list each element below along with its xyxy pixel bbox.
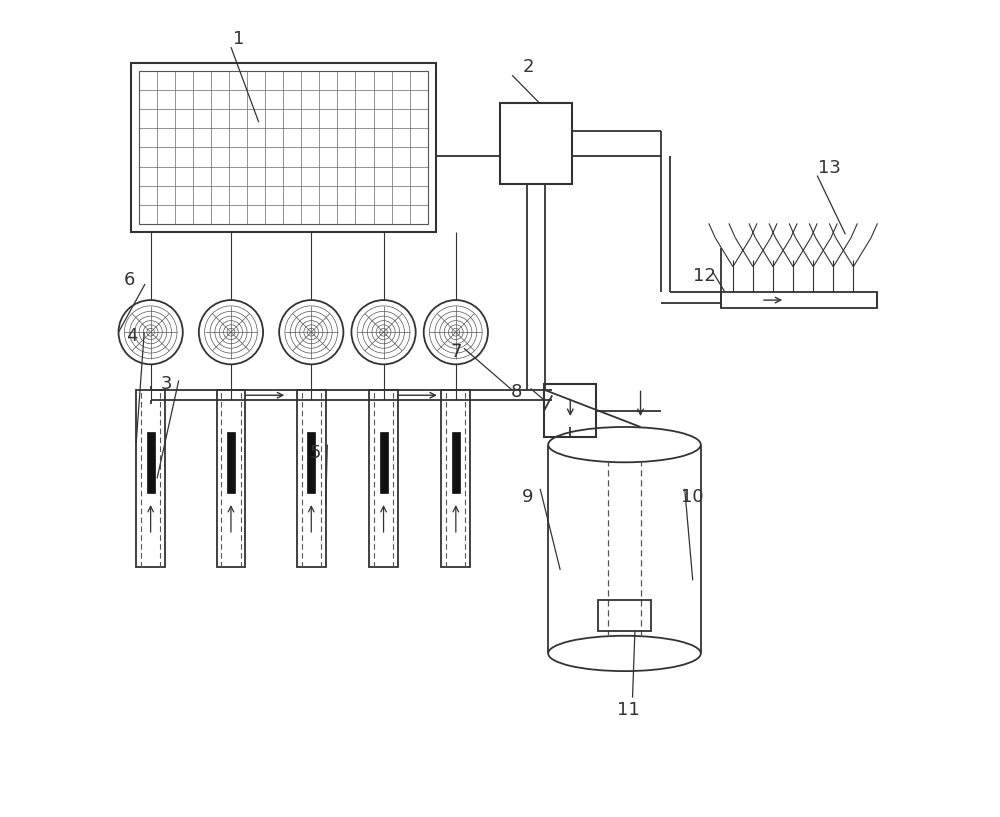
Bar <box>721 292 877 308</box>
Text: 1: 1 <box>233 30 245 48</box>
Bar <box>136 390 165 567</box>
Bar <box>217 390 245 567</box>
Text: 6: 6 <box>123 271 135 289</box>
Text: 2: 2 <box>522 58 534 76</box>
Bar <box>369 390 398 567</box>
Bar <box>139 71 428 224</box>
Text: 12: 12 <box>693 267 716 285</box>
Bar <box>452 432 460 493</box>
Bar <box>131 63 436 232</box>
Text: 8: 8 <box>510 383 522 401</box>
Bar <box>544 385 596 436</box>
Text: 9: 9 <box>522 488 534 506</box>
Text: 11: 11 <box>617 701 640 719</box>
Bar <box>297 390 326 567</box>
Text: 7: 7 <box>450 343 462 361</box>
Bar <box>598 600 651 631</box>
Bar <box>380 432 388 493</box>
Bar <box>227 432 235 493</box>
Text: 5: 5 <box>310 444 321 462</box>
Text: 13: 13 <box>818 158 841 176</box>
Bar <box>147 432 155 493</box>
Bar <box>441 390 470 567</box>
Text: 4: 4 <box>126 328 138 346</box>
Bar <box>307 432 315 493</box>
Text: 3: 3 <box>161 375 172 394</box>
Text: 10: 10 <box>681 488 704 506</box>
Bar <box>500 103 572 184</box>
